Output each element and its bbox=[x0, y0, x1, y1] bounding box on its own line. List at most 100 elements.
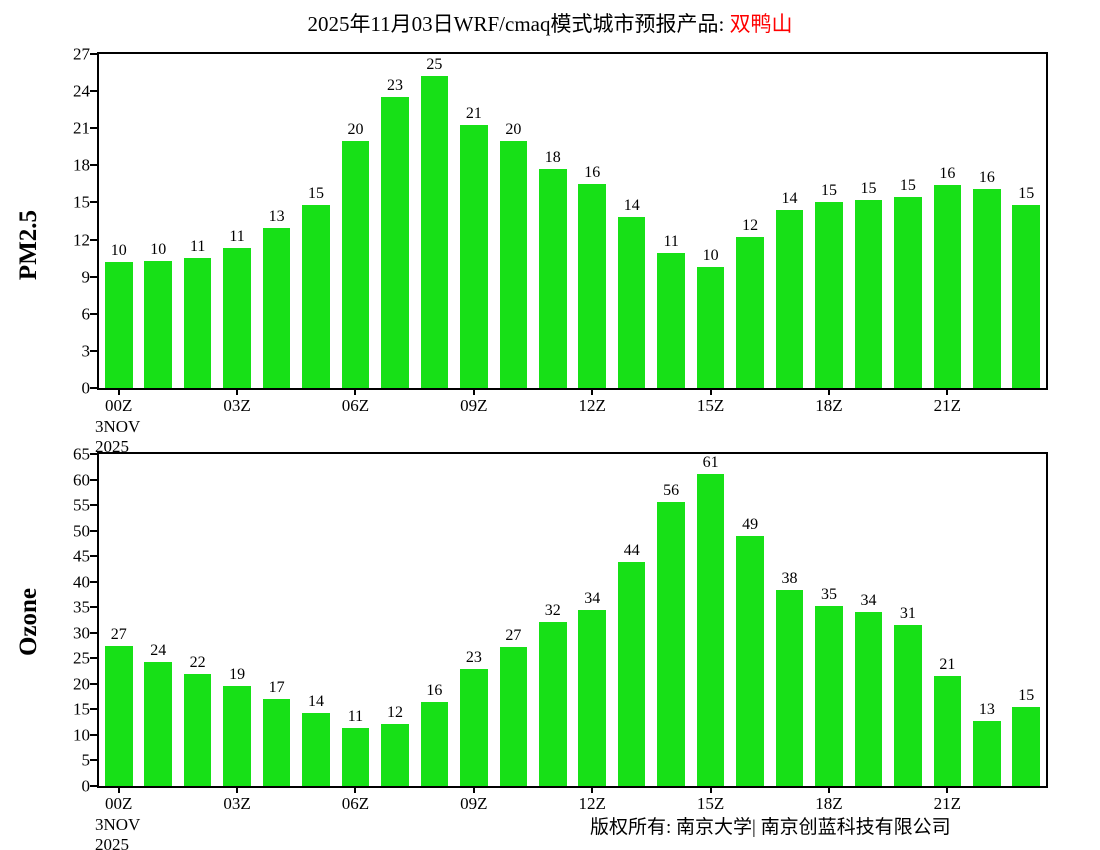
ozone-x-tick-mark bbox=[591, 786, 594, 793]
pm25-bar bbox=[538, 169, 567, 388]
ozone-bar bbox=[775, 590, 804, 786]
ozone-y-tick-label: 25 bbox=[73, 648, 90, 668]
pm25-bar bbox=[499, 140, 528, 388]
ozone-y-tick-label: 0 bbox=[81, 776, 91, 796]
ozone-x-tick-mark bbox=[117, 786, 120, 793]
ozone-bar bbox=[420, 701, 449, 786]
pm25-bar bbox=[420, 76, 449, 388]
pm25-bar bbox=[657, 253, 685, 388]
ozone-y-tick-label: 55 bbox=[73, 495, 90, 515]
pm25-x-tick-mark bbox=[236, 388, 239, 395]
ozone-x-tick-mark bbox=[236, 786, 239, 793]
pm25-bar bbox=[854, 199, 883, 388]
ozone-bar-value-label: 44 bbox=[623, 542, 640, 560]
ozone-y-tick-label: 50 bbox=[73, 521, 90, 541]
ozone-bar-value-label: 31 bbox=[899, 605, 916, 623]
pm25-bar bbox=[736, 237, 764, 388]
pm25-bar bbox=[696, 266, 725, 388]
ozone-bar bbox=[538, 621, 567, 786]
pm25-bar-value-label: 15 bbox=[308, 184, 325, 202]
pm25-y-tick-label: 0 bbox=[81, 378, 91, 398]
pm25-x-tick-mark bbox=[472, 388, 475, 395]
ozone-y-tick-mark bbox=[90, 555, 97, 558]
ozone-y-tick-label: 40 bbox=[73, 572, 90, 592]
ozone-bar-value-label: 34 bbox=[860, 591, 877, 609]
ozone-bar bbox=[104, 646, 133, 786]
ozone-y-tick-label: 5 bbox=[81, 750, 91, 770]
ozone-x-tick-label: 15Z bbox=[696, 794, 725, 813]
ozone-x-tick-label: 18Z bbox=[815, 794, 843, 813]
pm25-bar-value-label: 15 bbox=[899, 177, 916, 195]
ozone-bar-value-label: 11 bbox=[347, 708, 364, 726]
pm25-y-tick-mark bbox=[90, 90, 97, 93]
pm25-bar bbox=[973, 188, 1001, 388]
ozone-y-tick-mark bbox=[90, 504, 97, 507]
pm25-x-tick-label: 00Z bbox=[105, 396, 133, 415]
pm25-y-tick-label: 6 bbox=[81, 304, 91, 324]
ozone-bar-value-label: 22 bbox=[189, 653, 206, 671]
ozone-y-tick-label: 20 bbox=[73, 674, 90, 694]
pm25-y-tick-label: 15 bbox=[73, 192, 90, 212]
pm25-bar-value-label: 15 bbox=[820, 182, 837, 200]
pm25-y-tick-label: 27 bbox=[73, 44, 90, 64]
pm25-bar-value-label: 16 bbox=[584, 163, 601, 181]
ozone-y-tick-mark bbox=[90, 708, 97, 711]
ozone-bar bbox=[815, 606, 843, 786]
ozone-y-tick-label: 60 bbox=[73, 470, 90, 490]
pm25-y-tick-label: 9 bbox=[81, 267, 91, 287]
ozone-bar bbox=[183, 673, 212, 786]
pm25-bar-value-label: 14 bbox=[623, 197, 640, 215]
ozone-x-tick-mark bbox=[354, 786, 357, 793]
pm25-bar bbox=[223, 248, 251, 388]
ozone-bar-value-label: 27 bbox=[505, 627, 522, 645]
ozone-bar-value-label: 49 bbox=[742, 516, 759, 534]
datestamp-year: 2025 bbox=[95, 436, 129, 456]
ozone-bar bbox=[341, 728, 370, 786]
datestamp-day: 3NOV bbox=[95, 815, 141, 834]
ozone-bar-value-label: 24 bbox=[150, 642, 167, 660]
ozone-bar bbox=[460, 668, 488, 786]
pm25-y-tick-mark bbox=[90, 53, 97, 55]
ozone-y-tick-label: 35 bbox=[73, 597, 90, 617]
ozone-x-tick-label: 06Z bbox=[341, 794, 370, 813]
page-title: 2025年11月03日WRF/cmaq模式城市预报产品: 双鸭山 bbox=[0, 8, 1100, 38]
pm25-x-tick-label: 03Z bbox=[223, 396, 251, 415]
ozone-bar bbox=[302, 712, 330, 786]
ozone-y-tick-mark bbox=[90, 682, 97, 685]
pm25-bar bbox=[894, 197, 922, 388]
ozone-x-tick-mark bbox=[472, 786, 475, 793]
ozone-x-tick-mark bbox=[946, 786, 949, 793]
ozone-y-tick-mark bbox=[90, 657, 97, 660]
pm25-bar-value-label: 11 bbox=[663, 233, 679, 251]
ozone-bar-value-label: 15 bbox=[1018, 686, 1035, 704]
ozone-bar-value-label: 17 bbox=[268, 679, 285, 697]
ozone-bar bbox=[973, 721, 1001, 786]
ozone-x-tick-label: 03Z bbox=[223, 794, 251, 813]
pm25-x-tick-mark bbox=[591, 388, 594, 395]
ozone-bar bbox=[499, 647, 528, 786]
pm25-bar bbox=[341, 140, 370, 388]
ozone-y-tick-mark bbox=[90, 785, 97, 787]
pm25-x-tick-label: 06Z bbox=[341, 396, 370, 415]
ozone-bar bbox=[696, 474, 725, 786]
ozone-bar-value-label: 32 bbox=[544, 601, 561, 619]
ozone-y-tick-mark bbox=[90, 733, 97, 736]
pm25-x-tick-mark bbox=[827, 388, 830, 395]
pm25-x-tick-label: 15Z bbox=[696, 396, 725, 415]
ozone-bar bbox=[262, 699, 291, 786]
ozone-bar-value-label: 13 bbox=[978, 701, 995, 719]
ozone-bar-value-label: 23 bbox=[465, 648, 482, 666]
ozone-y-tick-mark bbox=[90, 759, 97, 762]
ozone-bar bbox=[933, 676, 962, 786]
pm25-bar bbox=[933, 185, 962, 388]
pm25-bar bbox=[183, 258, 212, 388]
pm25-bar-value-label: 10 bbox=[110, 241, 127, 259]
ozone-panel: Ozone 0 5 10 15 20 25 30 35 40 45 50 55 60 65 27 24 22 1… bbox=[0, 446, 1100, 850]
pm25-bar bbox=[815, 202, 843, 388]
pm25-y-tick-label: 21 bbox=[73, 118, 90, 138]
ozone-x-tick-label: 21Z bbox=[933, 794, 962, 813]
ozone-bar-value-label: 16 bbox=[426, 681, 443, 699]
pm25-panel: PM2.5 0 3 6 9 12 15 18 21 24 27 10 10 11 11 13 15 20 23 2… bbox=[0, 44, 1100, 456]
pm25-bar bbox=[381, 97, 409, 388]
pm25-bar bbox=[775, 209, 804, 388]
